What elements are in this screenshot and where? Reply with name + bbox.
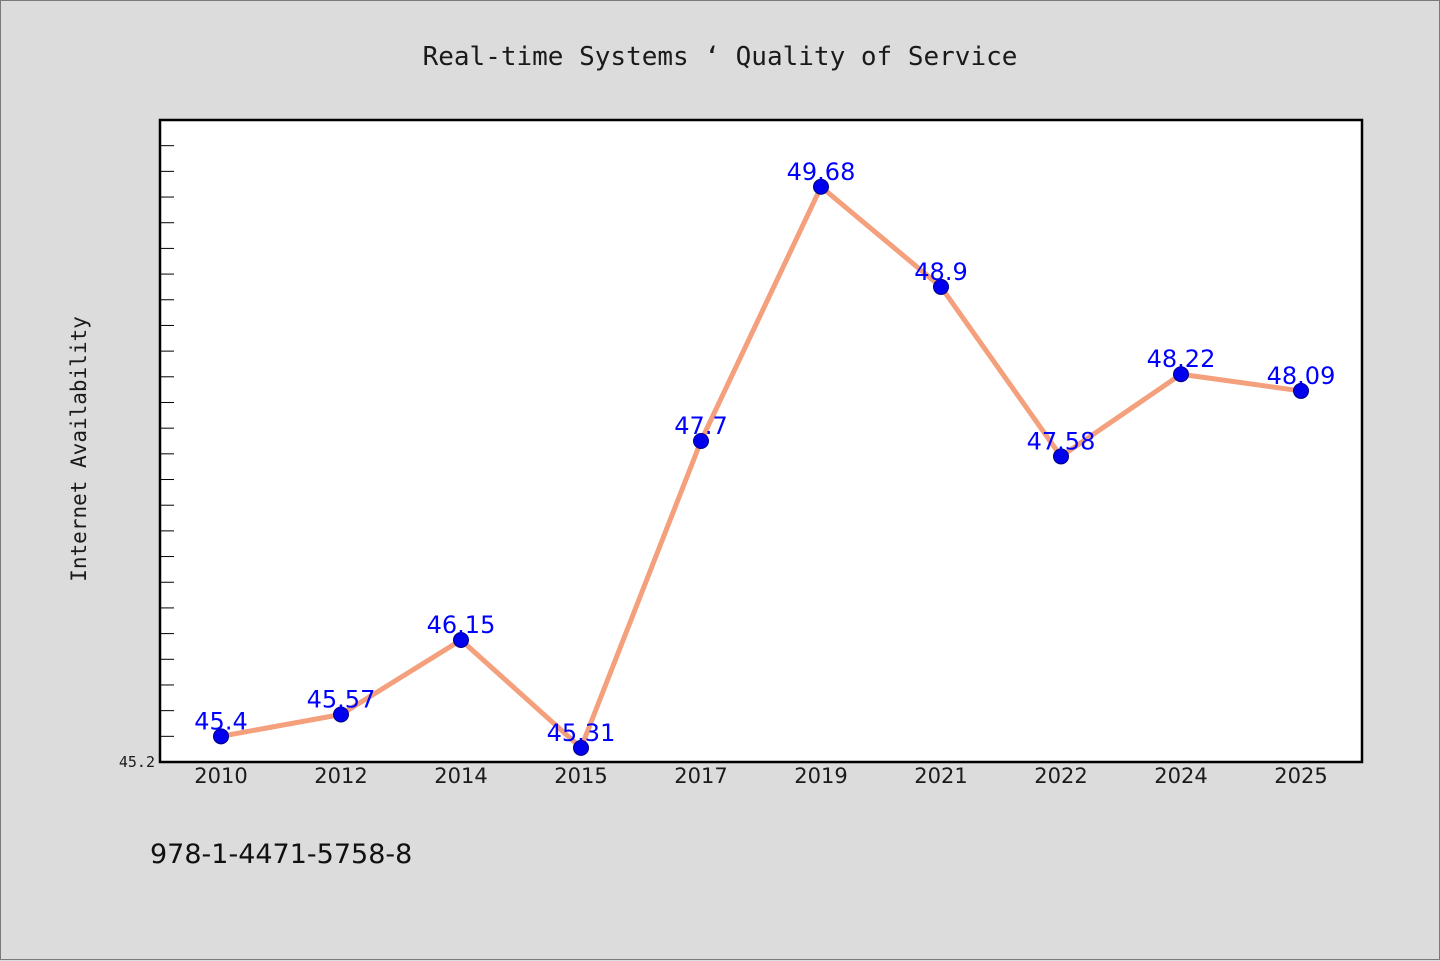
data-point-label: 47.58 [1027, 427, 1096, 455]
series-markers [213, 178, 1309, 756]
data-point-label: 45.4 [194, 707, 247, 735]
x-tick-label: 2024 [1154, 764, 1207, 788]
data-point-marker [1293, 382, 1309, 399]
x-tick-label: 2017 [674, 764, 727, 788]
x-tick-labels: 2010 2012 2014 2015 2017 2019 2021 2022 2024 2025 [194, 764, 1327, 788]
y-tick-label: 45.2 [119, 753, 155, 771]
data-point-marker [213, 728, 229, 745]
data-point-label: 46.15 [427, 611, 496, 639]
plot-area [158, 118, 1364, 764]
data-point-label: 48.9 [914, 258, 967, 286]
x-tick-label: 2021 [914, 764, 967, 788]
data-labels: 45.4 45.57 46.15 45.31 47.7 49.68 48.9 47.58 48.… [194, 158, 1335, 747]
series-line [220, 184, 1302, 751]
x-tick-label: 2010 [194, 764, 247, 788]
data-point-label: 49.68 [787, 158, 856, 186]
data-point-marker [453, 632, 469, 649]
y-minor-ticks [160, 145, 174, 737]
data-point-label: 48.22 [1147, 345, 1216, 373]
isbn-label: 978-1-4471-5758-8 [150, 839, 412, 870]
data-point-marker [933, 278, 949, 295]
data-point-marker [333, 706, 349, 723]
data-point-label: 47.7 [674, 412, 727, 440]
x-tick-label: 2012 [314, 764, 367, 788]
y-axis-label: Internet Availability [67, 316, 91, 582]
x-tick-label: 2025 [1274, 764, 1327, 788]
data-point-marker [813, 178, 829, 195]
data-point-marker [1053, 448, 1069, 465]
data-point-marker [693, 433, 709, 449]
data-point-label: 48.09 [1267, 362, 1336, 390]
x-tick-label: 2014 [434, 764, 487, 788]
chart-title: Real-time Systems ‘ Quality of Service [423, 42, 1018, 72]
data-point-label: 45.57 [307, 685, 376, 713]
x-tick-label: 2022 [1034, 764, 1087, 788]
x-tick-label: 2019 [794, 764, 847, 788]
data-point-marker [1173, 366, 1189, 383]
data-point-marker [573, 739, 589, 756]
data-point-label: 45.31 [547, 719, 616, 747]
x-tick-label: 2015 [554, 764, 607, 788]
